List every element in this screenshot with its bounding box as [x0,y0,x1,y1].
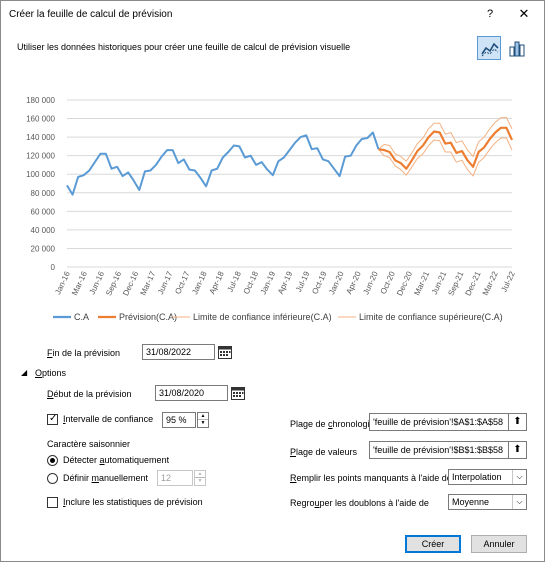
series-line-2 [378,137,513,177]
seasonal-label: Caractère saisonnier [47,439,131,449]
column-chart-view-button[interactable] [505,36,529,60]
confidence-input[interactable]: 95 % [162,412,196,428]
fill-missing-select[interactable]: Interpolation ⌵ [448,469,527,485]
forecast-chart: 180 000 160 000 140 000 120 000 100 000 80 00… [26,96,517,322]
legend-label: Limite de confiance inférieure(C.A) [193,312,332,322]
x-tick-label: Oct-20 [379,270,398,296]
title-bar: Créer la feuille de calcul de prévision … [1,1,544,29]
stats-checkbox[interactable] [47,497,58,508]
seasonal-manual-radio[interactable] [47,473,58,484]
seasonal-manual-spinner[interactable]: ▲ ▼ [194,470,206,486]
x-tick-label: Jan-20 [327,270,346,296]
create-button[interactable]: Créer [405,535,461,553]
end-date-calendar-icon[interactable] [217,344,233,360]
close-button[interactable]: ✕ [518,6,530,21]
duplicates-select[interactable]: Moyenne ⌵ [448,494,527,510]
x-tick-label: Oct-19 [310,270,329,296]
y-tick-label: 80 000 [31,189,56,198]
seasonal-auto-label: Détecter automatiquement [63,455,170,465]
x-tick-label: Jan-19 [259,270,278,296]
x-tick-label: Jan-18 [190,270,209,296]
start-date-label: Début de la prévision [47,389,132,399]
duplicates-label: Regrouper les doublons à l'aide de [290,498,429,508]
spin-down-icon[interactable]: ▼ [197,478,203,484]
fill-missing-label: Remplir les points manquants à l'aide de [290,473,452,483]
line-chart-icon [481,42,499,57]
confidence-spinner[interactable]: ▲ ▼ [197,412,209,428]
values-range-input[interactable]: 'feuille de prévision'!$B$1:$B$58 ⬆ [369,441,527,459]
y-tick-label: 0 [51,263,56,272]
x-tick-label: Oct-17 [173,270,192,296]
confidence-checkbox[interactable]: ✓ [47,413,58,425]
spin-up-icon[interactable]: ▲ [195,471,205,478]
column-chart-icon [509,41,525,57]
x-tick-label: Jul-18 [226,270,244,294]
values-range-value: 'feuille de prévision'!$B$1:$B$58 [373,445,504,455]
dialog-description: Utiliser les données historiques pour cr… [17,42,351,52]
duplicates-value: Moyenne [452,497,490,507]
x-tick-label: Jun-20 [361,270,380,296]
seasonal-manual-label: Définir manuellement [63,473,149,483]
legend-label: Prévision(C.A) [119,312,177,322]
start-date-input[interactable]: 31/08/2020 [155,385,228,401]
x-tick-label: Oct-18 [242,270,261,296]
x-tick-label: Apr-18 [208,270,227,296]
range-select-icon[interactable]: ⬆ [508,414,526,430]
range-select-icon[interactable]: ⬆ [508,442,526,458]
timeline-range-value: 'feuille de prévision'!$A$1:$A$58 [373,417,504,427]
line-chart-view-button[interactable] [477,36,501,60]
legend-label: Limite de confiance supérieure(C.A) [359,312,503,322]
y-tick-label: 140 000 [26,133,55,142]
spin-up-icon[interactable]: ▲ [198,413,208,420]
series-line-3 [378,117,513,162]
radio-selected-dot [50,458,55,463]
options-collapse-icon[interactable]: ◢ [21,368,28,377]
fill-missing-value: Interpolation [452,472,502,482]
cancel-button[interactable]: Annuler [471,535,527,553]
series-line-0 [66,131,380,196]
y-tick-label: 100 000 [26,170,55,179]
y-tick-label: 120 000 [26,152,55,161]
dialog-title: Créer la feuille de calcul de prévision [9,9,173,20]
help-button[interactable]: ? [486,8,494,20]
x-tick-label: Apr-20 [344,270,363,296]
confidence-label: Intervalle de confiance [63,414,154,424]
series-line-1 [378,126,513,170]
start-date-calendar-icon[interactable] [230,385,246,401]
checkmark-icon: ✓ [49,413,58,424]
y-tick-label: 60 000 [31,207,56,216]
seasonal-manual-input[interactable]: 12 [157,470,193,486]
chevron-down-icon[interactable]: ⌵ [512,470,526,484]
y-tick-label: 20 000 [31,244,56,253]
timeline-range-input[interactable]: 'feuille de prévision'!$A$1:$A$58 ⬆ [369,413,527,431]
x-tick-label: Jan-16 [53,270,72,296]
seasonal-auto-radio[interactable] [47,455,58,466]
spin-down-icon[interactable]: ▼ [200,420,206,426]
stats-label: Inclure les statistiques de prévision [63,497,203,507]
values-label: Plage de valeurs [290,447,358,457]
legend-label: C.A [74,312,89,322]
timeline-label: Plage de chronologie [290,419,375,429]
x-tick-label: Jul-22 [499,270,517,294]
end-date-label: Fin de la prévision [47,348,121,358]
x-tick-label: Jun-17 [156,270,175,296]
x-tick-label: Jun-16 [88,270,107,296]
y-tick-label: 160 000 [26,115,55,124]
x-tick-label: Apr-19 [276,270,295,296]
x-tick-label: Jun-21 [430,270,449,296]
y-tick-label: 180 000 [26,96,55,105]
x-tick-label: Mar-22 [481,270,500,297]
options-toggle[interactable]: Options [35,368,67,378]
end-date-input[interactable]: 31/08/2022 [142,344,215,360]
x-tick-label: Jul-19 [294,270,312,294]
y-tick-label: 40 000 [31,226,56,235]
chevron-down-icon[interactable]: ⌵ [512,495,526,509]
